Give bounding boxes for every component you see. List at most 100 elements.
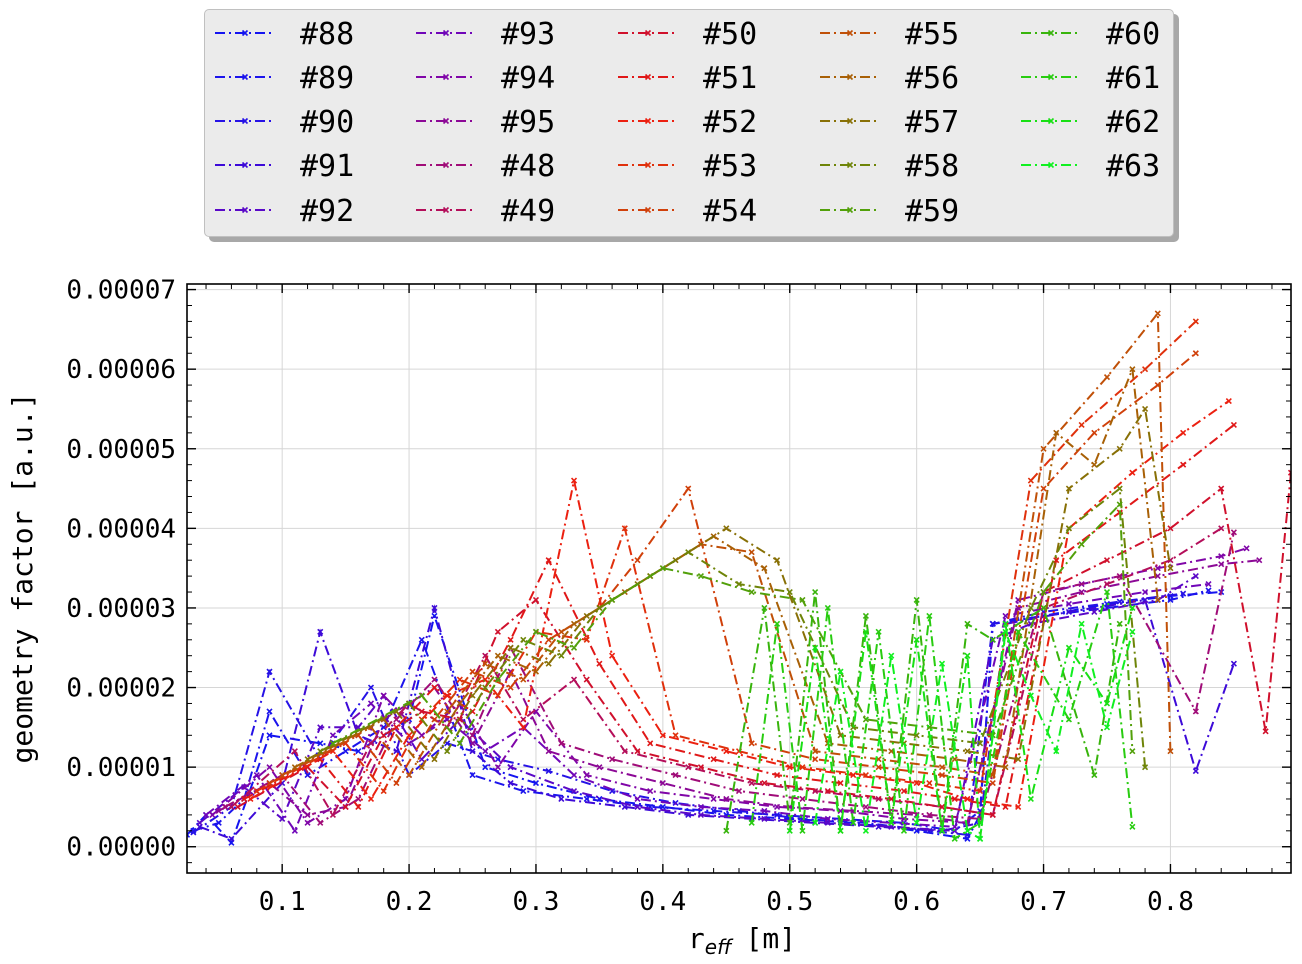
data-point (215, 819, 222, 826)
data-point (1002, 620, 1009, 627)
legend-label: #94 (501, 61, 555, 96)
data-point (583, 612, 590, 619)
x-tick-label: 0.4 (639, 887, 686, 917)
data-point (938, 660, 946, 667)
legend-entry-n55: #55 (820, 17, 959, 52)
data-point (520, 724, 527, 731)
data-point (913, 636, 920, 643)
data-point (304, 772, 311, 779)
data-point (583, 795, 590, 803)
data-point (1078, 620, 1085, 627)
data-point (469, 772, 476, 779)
legend-entry-n48: #48 (416, 149, 555, 184)
legend-marker-swatch (644, 73, 652, 81)
data-point (1129, 366, 1136, 373)
series-layer (187, 310, 1291, 846)
data-point (1053, 748, 1060, 755)
legend-entry-n88: #88 (215, 17, 354, 52)
data-point (964, 620, 971, 627)
legend-marker-swatch (846, 73, 854, 81)
legend-entry-n61: #61 (1021, 61, 1160, 96)
data-point (380, 692, 387, 699)
legend-label: #93 (501, 17, 555, 52)
data-point (634, 557, 641, 564)
data-point (812, 748, 819, 755)
data-point (583, 676, 590, 683)
data-point (1243, 545, 1250, 552)
data-point (989, 636, 996, 643)
legend-label: #89 (300, 61, 354, 96)
data-point (444, 708, 451, 715)
data-point (799, 827, 806, 834)
data-point (380, 787, 387, 795)
series-n58 (317, 485, 1149, 771)
legend-label: #58 (905, 149, 959, 184)
data-point (799, 764, 806, 771)
data-point (1256, 557, 1263, 564)
data-point (196, 819, 203, 826)
data-point (761, 565, 768, 572)
data-point (1180, 461, 1187, 468)
legend-marker-swatch (1047, 73, 1055, 81)
data-point (824, 787, 831, 795)
data-point (469, 732, 476, 739)
data-point (583, 772, 590, 779)
data-point (456, 700, 463, 707)
legend-marker-swatch (442, 117, 450, 125)
data-point (862, 628, 869, 635)
data-point (761, 604, 768, 612)
data-point (888, 652, 895, 659)
x-axis-title: reff [m] (688, 922, 796, 959)
data-point (444, 692, 451, 699)
data-point (1205, 581, 1212, 588)
data-point (596, 604, 603, 612)
data-point (1091, 772, 1098, 779)
data-point (964, 795, 971, 803)
data-point (685, 485, 692, 492)
y-tick-label: 0.00007 (66, 276, 176, 306)
x-tick-label: 0.3 (512, 887, 559, 917)
legend-label: #49 (501, 194, 555, 229)
legend-label: #62 (1106, 105, 1160, 140)
data-point (494, 628, 501, 635)
legend-marker-swatch (241, 206, 249, 214)
data-point (187, 831, 191, 838)
data-point (596, 660, 603, 667)
data-point (1192, 708, 1199, 715)
data-point (482, 764, 489, 771)
data-point (1287, 469, 1291, 476)
data-point (634, 748, 641, 755)
data-point (355, 803, 362, 811)
data-point (862, 803, 869, 811)
y-tick-label: 0.00000 (66, 833, 176, 863)
data-point (317, 740, 324, 747)
data-point (520, 676, 527, 683)
legend-marker-swatch (442, 73, 450, 81)
y-tick-label: 0.00006 (66, 355, 176, 385)
series-n59 (329, 501, 1136, 755)
legend-marker-swatch (644, 206, 652, 214)
legend-entry-n63: #63 (1021, 149, 1160, 184)
legend-marker-swatch (1047, 117, 1055, 125)
data-point (431, 676, 438, 683)
legend-entry-n49: #49 (416, 194, 555, 229)
data-point (1167, 525, 1174, 532)
legend-marker-swatch (1047, 161, 1055, 169)
legend-marker-swatch (1047, 29, 1055, 37)
data-point (317, 819, 324, 826)
data-point (951, 835, 958, 842)
y-tick-label: 0.00003 (66, 594, 176, 624)
plot-area (187, 284, 1291, 873)
data-point (1129, 823, 1136, 830)
data-point (1129, 469, 1136, 476)
data-point (1103, 557, 1111, 564)
data-point (1142, 366, 1149, 373)
data-point (1262, 728, 1269, 735)
series-line (725, 591, 1121, 831)
data-point (570, 477, 578, 484)
y-axis-title: geometry factor [a.u.] (6, 393, 39, 764)
legend-label: #63 (1106, 149, 1160, 184)
series-n63 (812, 620, 1136, 842)
data-point (209, 811, 216, 818)
legend-entry-n56: #56 (820, 61, 959, 96)
